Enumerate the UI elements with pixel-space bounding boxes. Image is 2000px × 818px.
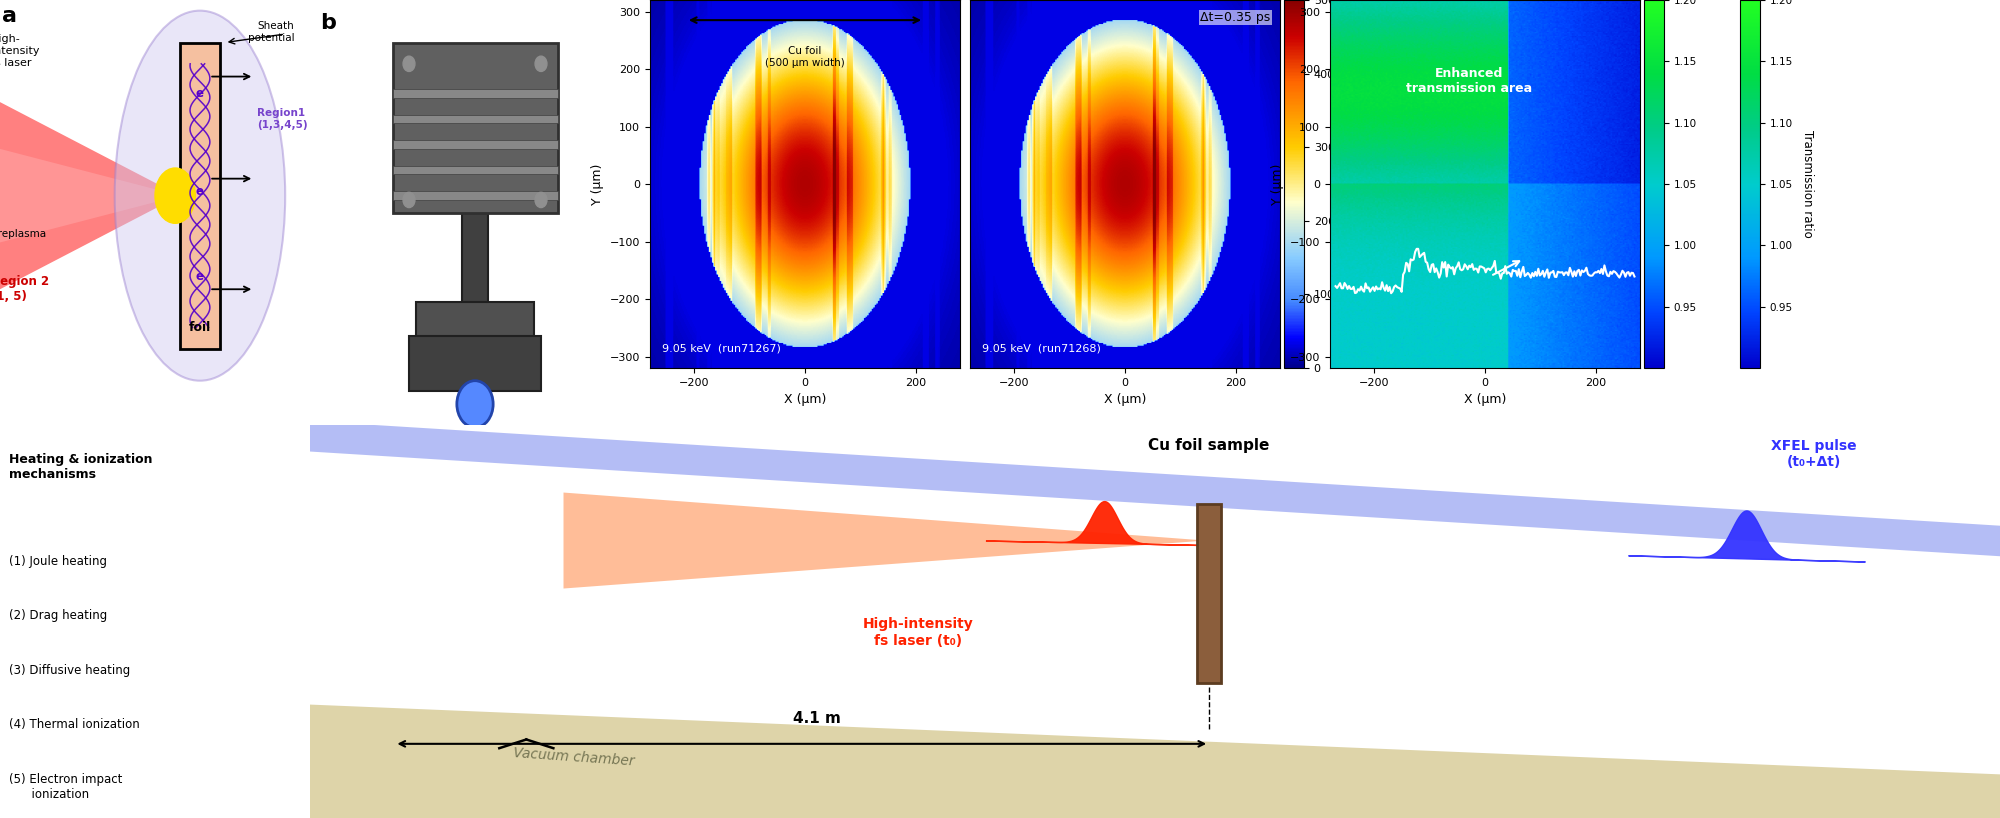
Polygon shape — [310, 421, 2000, 556]
Text: Heating & ionization
mechanisms: Heating & ionization mechanisms — [10, 453, 152, 481]
Bar — [416, 302, 534, 340]
Text: Enhanced
transmission area: Enhanced transmission area — [1406, 67, 1532, 95]
Text: X-ray imaging
detector: X-ray imaging detector — [432, 43, 518, 70]
Text: High-intensity
fs laser (t₀): High-intensity fs laser (t₀) — [864, 618, 974, 648]
Polygon shape — [564, 492, 1206, 588]
Bar — [462, 213, 488, 306]
Text: 9.05 keV  (run71267): 9.05 keV (run71267) — [662, 344, 782, 353]
Ellipse shape — [114, 11, 286, 380]
Text: Sheath
potential: Sheath potential — [248, 21, 294, 43]
Text: preplasma: preplasma — [0, 229, 46, 239]
Text: Cu foil
(500 μm width): Cu foil (500 μm width) — [766, 46, 844, 68]
Text: High-
intensity
fs laser: High- intensity fs laser — [0, 34, 40, 68]
Text: (4) Thermal ionization: (4) Thermal ionization — [10, 718, 140, 731]
Polygon shape — [0, 149, 180, 242]
Text: (2) Drag heating: (2) Drag heating — [10, 609, 108, 622]
X-axis label: X (μm): X (μm) — [1104, 393, 1146, 407]
Text: Vacuum chamber: Vacuum chamber — [512, 746, 634, 768]
Y-axis label: Y (μm): Y (μm) — [1272, 164, 1284, 204]
Bar — [392, 115, 558, 124]
Y-axis label: Transmission ratio: Transmission ratio — [1800, 130, 1814, 238]
Text: e: e — [196, 270, 204, 283]
Y-axis label: Y (μm): Y (μm) — [592, 164, 604, 204]
Polygon shape — [310, 704, 2000, 818]
Text: Cu foil sample: Cu foil sample — [1148, 438, 1270, 453]
Text: (1) Joule heating: (1) Joule heating — [10, 555, 108, 568]
Text: e: e — [196, 185, 204, 198]
Text: Δt=0.35 ps: Δt=0.35 ps — [1200, 11, 1270, 24]
Text: 4.1 m: 4.1 m — [794, 712, 840, 726]
Text: foil: foil — [188, 321, 212, 334]
Polygon shape — [0, 102, 180, 290]
Text: e: e — [196, 87, 204, 100]
Text: b: b — [320, 13, 336, 33]
Text: (5) Electron impact
      ionization: (5) Electron impact ionization — [10, 773, 122, 801]
Bar — [392, 166, 558, 174]
Circle shape — [536, 192, 546, 208]
Bar — [410, 336, 540, 391]
Circle shape — [404, 56, 414, 71]
X-axis label: X (μm): X (μm) — [1464, 393, 1506, 407]
Circle shape — [154, 168, 196, 223]
Circle shape — [456, 380, 494, 428]
Text: a: a — [2, 7, 16, 26]
Bar — [180, 43, 220, 348]
X-axis label: X (μm): X (μm) — [784, 393, 826, 407]
Bar — [392, 191, 558, 200]
Circle shape — [404, 192, 414, 208]
Bar — [392, 89, 558, 98]
Bar — [392, 141, 558, 149]
Text: XFEL pulse
(t₀+Δt): XFEL pulse (t₀+Δt) — [1772, 438, 1856, 469]
Text: 9.05 keV  (run71268): 9.05 keV (run71268) — [982, 344, 1102, 353]
Text: Region1
(1,3,4,5): Region1 (1,3,4,5) — [258, 108, 308, 130]
Bar — [1198, 504, 1220, 683]
Text: (3) Diffusive heating: (3) Diffusive heating — [10, 663, 130, 676]
Circle shape — [536, 56, 546, 71]
Text: Region 2
(1, 5): Region 2 (1, 5) — [0, 275, 48, 303]
Bar — [392, 43, 558, 213]
